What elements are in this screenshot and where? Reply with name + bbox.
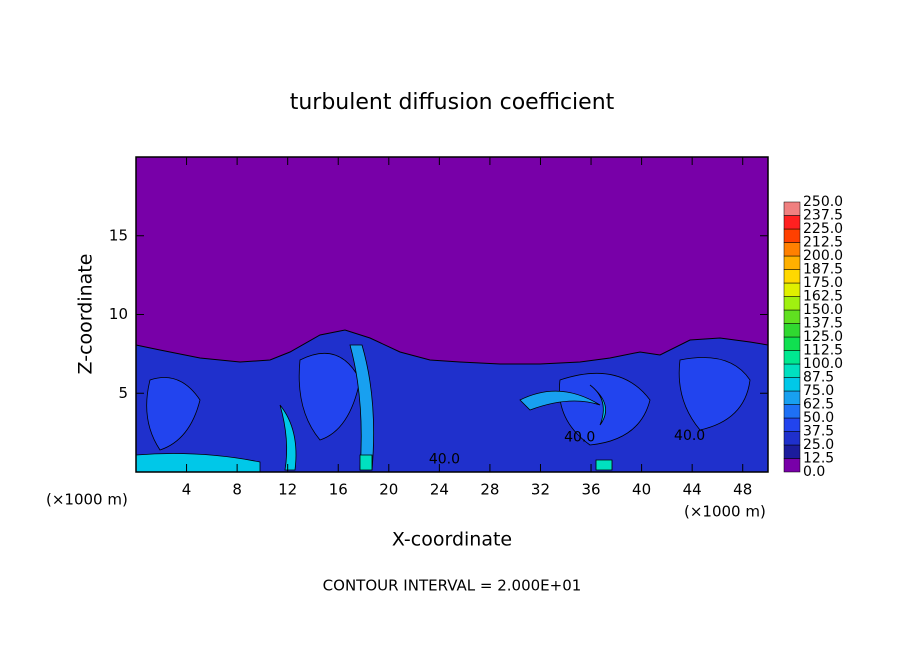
x-tick-label: 24 bbox=[430, 481, 449, 499]
x-unit-label: (×1000 m) bbox=[684, 503, 766, 521]
colorbar-swatch bbox=[783, 458, 801, 473]
colorbar-label: 25.0 bbox=[803, 437, 834, 453]
x-tick-label: 16 bbox=[329, 481, 348, 499]
y-tick-label: 5 bbox=[118, 384, 128, 402]
colorbar-swatch bbox=[783, 296, 801, 311]
colorbar-label: 87.5 bbox=[803, 370, 834, 386]
colorbar-label: 75.0 bbox=[803, 383, 834, 399]
colorbar-swatch bbox=[783, 201, 801, 216]
chart-title: turbulent diffusion coefficient bbox=[290, 90, 615, 115]
colorbar-swatch bbox=[783, 363, 801, 378]
colorbar-swatch bbox=[783, 377, 801, 392]
colorbar-label: 150.0 bbox=[803, 302, 843, 318]
colorbar-swatch bbox=[783, 323, 801, 338]
colorbar-swatch bbox=[783, 350, 801, 365]
x-axis-label: X-coordinate bbox=[392, 529, 512, 551]
field-region bbox=[589, 384, 607, 426]
colorbar-swatch bbox=[783, 255, 801, 270]
contour-label: 40.0 bbox=[429, 451, 460, 467]
contour-label: 40.0 bbox=[564, 429, 595, 445]
colorbar-swatch bbox=[783, 404, 801, 419]
colorbar-label: 0.0 bbox=[803, 464, 825, 480]
colorbar-label: 200.0 bbox=[803, 248, 843, 264]
colorbar-label: 50.0 bbox=[803, 410, 834, 426]
colorbar-label: 137.5 bbox=[803, 316, 843, 332]
x-tick-label: 44 bbox=[683, 481, 702, 499]
y-unit-label: (×1000 m) bbox=[46, 491, 128, 509]
colorbar-swatch bbox=[783, 417, 801, 432]
colorbar-swatch bbox=[783, 269, 801, 284]
colorbar-swatch bbox=[783, 309, 801, 324]
y-axis-label: Z-coordinate bbox=[75, 254, 97, 375]
x-tick-label: 40 bbox=[632, 481, 651, 499]
x-tick-label: 20 bbox=[379, 481, 398, 499]
contour-label: 40.0 bbox=[674, 428, 705, 444]
colorbar-label: 125.0 bbox=[803, 329, 843, 345]
y-tick-label: 10 bbox=[109, 305, 128, 323]
colorbar-swatch bbox=[783, 390, 801, 405]
colorbar-label: 100.0 bbox=[803, 356, 843, 372]
field-region bbox=[678, 357, 751, 431]
field-region bbox=[298, 352, 361, 441]
colorbar-swatch bbox=[783, 215, 801, 230]
x-tick-label: 36 bbox=[581, 481, 600, 499]
x-tick-label: 4 bbox=[182, 481, 192, 499]
colorbar-swatch bbox=[783, 444, 801, 459]
colorbar-label: 62.5 bbox=[803, 397, 834, 413]
x-tick-label: 32 bbox=[531, 481, 550, 499]
colorbar-label: 112.5 bbox=[803, 343, 843, 359]
colorbar-swatch bbox=[783, 228, 801, 243]
field-region bbox=[519, 390, 601, 411]
colorbar-swatch bbox=[783, 282, 801, 297]
colorbar-label: 250.0 bbox=[803, 194, 843, 210]
x-tick-label: 28 bbox=[480, 481, 499, 499]
colorbar-label: 237.5 bbox=[803, 208, 843, 224]
y-tick-label: 15 bbox=[109, 226, 128, 244]
x-tick-label: 8 bbox=[232, 481, 242, 499]
field-region bbox=[595, 459, 613, 471]
colorbar-label: 212.5 bbox=[803, 235, 843, 251]
field-region bbox=[146, 377, 201, 451]
field-region bbox=[279, 404, 297, 471]
colorbar-swatch bbox=[783, 336, 801, 351]
colorbar-label: 37.5 bbox=[803, 424, 834, 440]
field-region bbox=[135, 453, 261, 473]
x-tick-label: 48 bbox=[733, 481, 752, 499]
field-region bbox=[359, 454, 373, 471]
colorbar-label: 162.5 bbox=[803, 289, 843, 305]
colorbar-label: 12.5 bbox=[803, 451, 834, 467]
colorbar-swatch bbox=[783, 242, 801, 257]
x-tick-label: 12 bbox=[278, 481, 297, 499]
colorbar-swatch bbox=[783, 431, 801, 446]
colorbar-label: 175.0 bbox=[803, 275, 843, 291]
contour-interval: CONTOUR INTERVAL = 2.000E+01 bbox=[323, 577, 582, 595]
colorbar-label: 225.0 bbox=[803, 221, 843, 237]
colorbar-label: 187.5 bbox=[803, 262, 843, 278]
